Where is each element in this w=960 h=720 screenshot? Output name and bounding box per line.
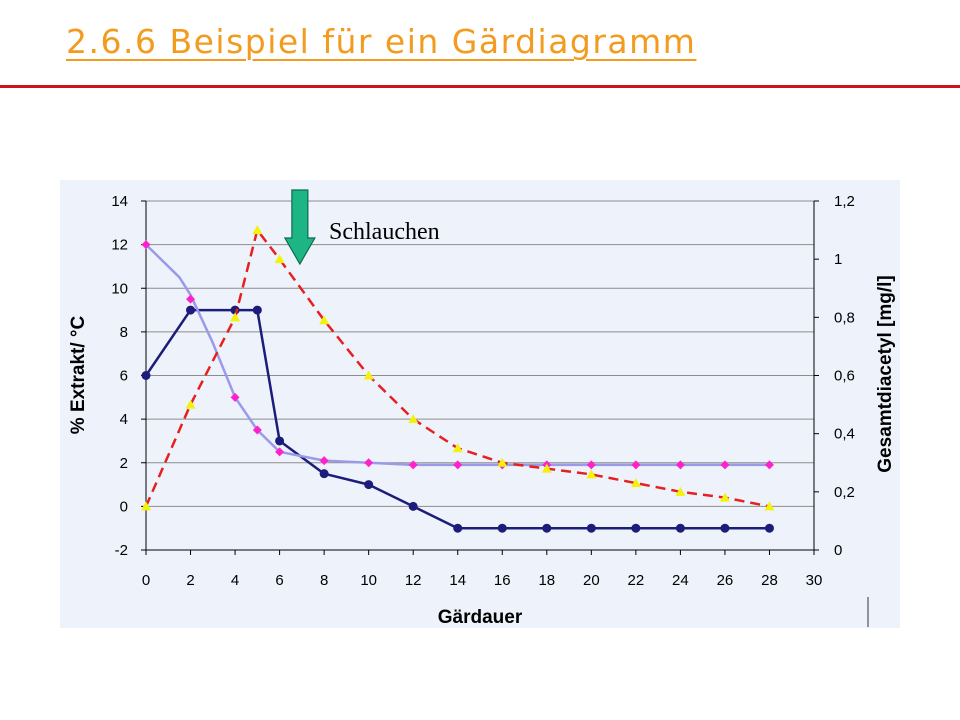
x-tick-label: 22: [628, 572, 645, 589]
y-tick-label: 4: [120, 411, 128, 428]
data-point: [408, 501, 418, 511]
data-point: [675, 523, 685, 533]
data-point: [275, 447, 285, 457]
y-tick-label: 8: [120, 324, 128, 341]
x-tick-label: 6: [275, 572, 283, 589]
data-point: [631, 460, 641, 470]
y-axis-label: % Extrakt/ °C: [68, 315, 89, 434]
data-point: [586, 523, 596, 533]
data-point: [141, 240, 151, 250]
y2-tick-label: 1: [834, 251, 842, 268]
grid-lines: [146, 200, 814, 551]
x-tick-label: 18: [538, 572, 555, 589]
x-tick-label: 10: [360, 572, 377, 589]
x-tick-label: 8: [320, 572, 328, 589]
data-point: [230, 392, 240, 402]
y-tick-label: 12: [111, 237, 128, 254]
data-point: [764, 501, 775, 511]
slide-title: 2.6.6 Beispiel für ein Gärdiagramm: [66, 22, 697, 61]
x-tick-label: 0: [142, 572, 150, 589]
data-point: [364, 458, 374, 468]
x-tick-label: 2: [186, 572, 194, 589]
data-point: [186, 305, 196, 315]
data-point: [675, 486, 686, 496]
x-axis-label: Gärdauer: [438, 607, 523, 628]
chart-panel: [60, 180, 900, 628]
data-point: [586, 460, 596, 470]
data-point: [408, 414, 419, 424]
y-tick-label: 14: [111, 193, 128, 210]
data-point: [452, 443, 463, 453]
title-rule: [0, 85, 960, 88]
x-tick-label: 26: [717, 572, 734, 589]
data-point: [185, 399, 196, 409]
y2-tick-label: 0,2: [834, 484, 855, 501]
y-tick-label: 2: [120, 455, 128, 472]
data-point: [453, 523, 463, 533]
data-point: [764, 460, 774, 470]
data-point: [764, 523, 774, 533]
y2-tick-label: 0,4: [834, 426, 855, 443]
annotation-layer: [283, 189, 316, 266]
axes: [141, 200, 869, 627]
data-point: [720, 460, 730, 470]
data-point: [542, 523, 552, 533]
data-point: [586, 469, 597, 479]
data-point: [252, 305, 262, 315]
data-point: [141, 501, 151, 511]
y2-tick-label: 0,8: [834, 309, 855, 326]
data-point: [274, 254, 285, 264]
x-tick-label: 12: [405, 572, 422, 589]
x-tick-label: 20: [583, 572, 600, 589]
y2-tick-label: 1,2: [834, 193, 855, 210]
x-tick-label: 24: [672, 572, 689, 589]
data-point: [319, 456, 329, 466]
y2-tick-label: 0: [834, 542, 842, 559]
data-point: [631, 523, 641, 533]
x-tick-label: 30: [806, 572, 823, 589]
data-point: [252, 425, 262, 435]
data-point: [675, 460, 685, 470]
y-tick-label: 0: [120, 498, 128, 515]
data-point: [186, 294, 196, 304]
data-point: [275, 436, 285, 446]
series-line-3: [144, 228, 770, 508]
y-tick-label: 10: [111, 280, 128, 297]
y2-axis-label: Gesamtdiacetyl [mg/l]: [875, 275, 896, 472]
series-line-0: [144, 308, 770, 530]
series-line-1: [145, 243, 770, 467]
data-point: [319, 315, 330, 325]
data-point: [319, 469, 329, 479]
data-point: [453, 460, 463, 470]
data-point: [364, 480, 374, 490]
data-point: [141, 371, 151, 380]
data-point: [719, 492, 730, 502]
data-point: [720, 523, 730, 533]
data-point: [363, 370, 374, 380]
data-point: [630, 478, 641, 488]
y2-tick-label: 0,6: [834, 368, 855, 385]
y-tick-label: -2: [115, 542, 128, 559]
series-layer: [141, 225, 775, 533]
x-tick-label: 16: [494, 572, 511, 589]
x-tick-label: 4: [231, 572, 239, 589]
data-point: [497, 523, 507, 533]
x-tick-label: 14: [449, 572, 466, 589]
schlauchen-annotation: Schlauchen: [329, 219, 440, 245]
schlauchen-arrow: [283, 189, 316, 266]
x-tick-label: 28: [761, 572, 778, 589]
data-point: [408, 460, 418, 470]
y-tick-label: 6: [120, 368, 128, 385]
data-point: [230, 312, 241, 322]
data-point: [497, 457, 508, 467]
data-point: [541, 463, 552, 473]
data-point: [252, 225, 263, 235]
